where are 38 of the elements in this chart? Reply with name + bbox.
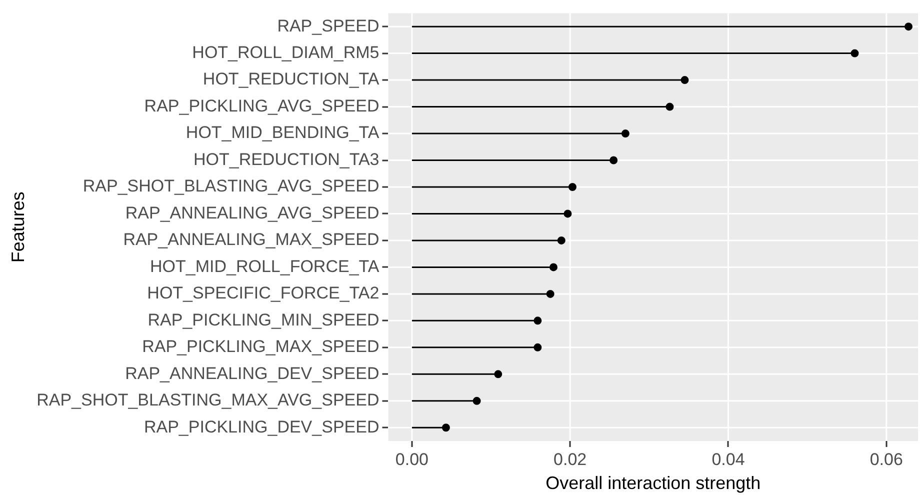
point	[494, 370, 502, 378]
y-axis-title: Features	[8, 192, 28, 263]
y-tick-label: RAP_SHOT_BLASTING_MAX_AVG_SPEED	[36, 390, 380, 410]
y-tick-label: RAP_ANNEALING_MAX_SPEED	[123, 230, 380, 250]
y-tick-label: HOT_REDUCTION_TA	[202, 70, 380, 89]
y-tick-label: HOT_MID_BENDING_TA	[186, 123, 380, 142]
y-tick-label: RAP_PICKLING_AVG_SPEED	[144, 96, 380, 116]
x-tick-label: 0.06	[870, 450, 903, 469]
y-tick-label: HOT_ROLL_DIAM_RM5	[192, 42, 380, 62]
point	[666, 102, 674, 111]
y-tick-label: RAP_PICKLING_DEV_SPEED	[144, 417, 380, 436]
point	[472, 396, 481, 405]
point	[534, 316, 542, 325]
y-tick-label: RAP_PICKLING_MAX_SPEED	[142, 337, 380, 356]
x-axis-title: Overall interaction strength	[546, 473, 761, 494]
point	[564, 210, 572, 218]
point	[534, 343, 542, 352]
y-tick-label: RAP_ANNEALING_DEV_SPEED	[125, 364, 380, 383]
y-tick-label: RAP_SHOT_BLASTING_AVG_SPEED	[82, 176, 380, 196]
x-tick-label: 0.02	[554, 450, 587, 469]
x-tick-label: 0.04	[712, 450, 745, 469]
y-tick-label: RAP_PICKLING_MIN_SPEED	[148, 310, 380, 330]
x-tick-label: 0.00	[395, 450, 429, 469]
y-tick-label: RAP_SPEED	[277, 16, 380, 36]
point	[850, 49, 859, 58]
y-tick-label: RAP_ANNEALING_AVG_SPEED	[125, 203, 380, 222]
point	[621, 130, 630, 138]
point	[904, 22, 913, 31]
point	[442, 424, 450, 432]
point	[557, 236, 566, 244]
y-tick-label: HOT_SPECIFIC_FORCE_TA2	[147, 284, 380, 303]
point	[610, 156, 618, 164]
point	[549, 263, 558, 272]
point	[568, 182, 576, 191]
point	[680, 76, 689, 84]
y-tick-label: HOT_REDUCTION_TA3	[193, 150, 380, 169]
point	[546, 290, 554, 298]
y-tick-label: HOT_MID_ROLL_FORCE_TA	[150, 256, 380, 276]
